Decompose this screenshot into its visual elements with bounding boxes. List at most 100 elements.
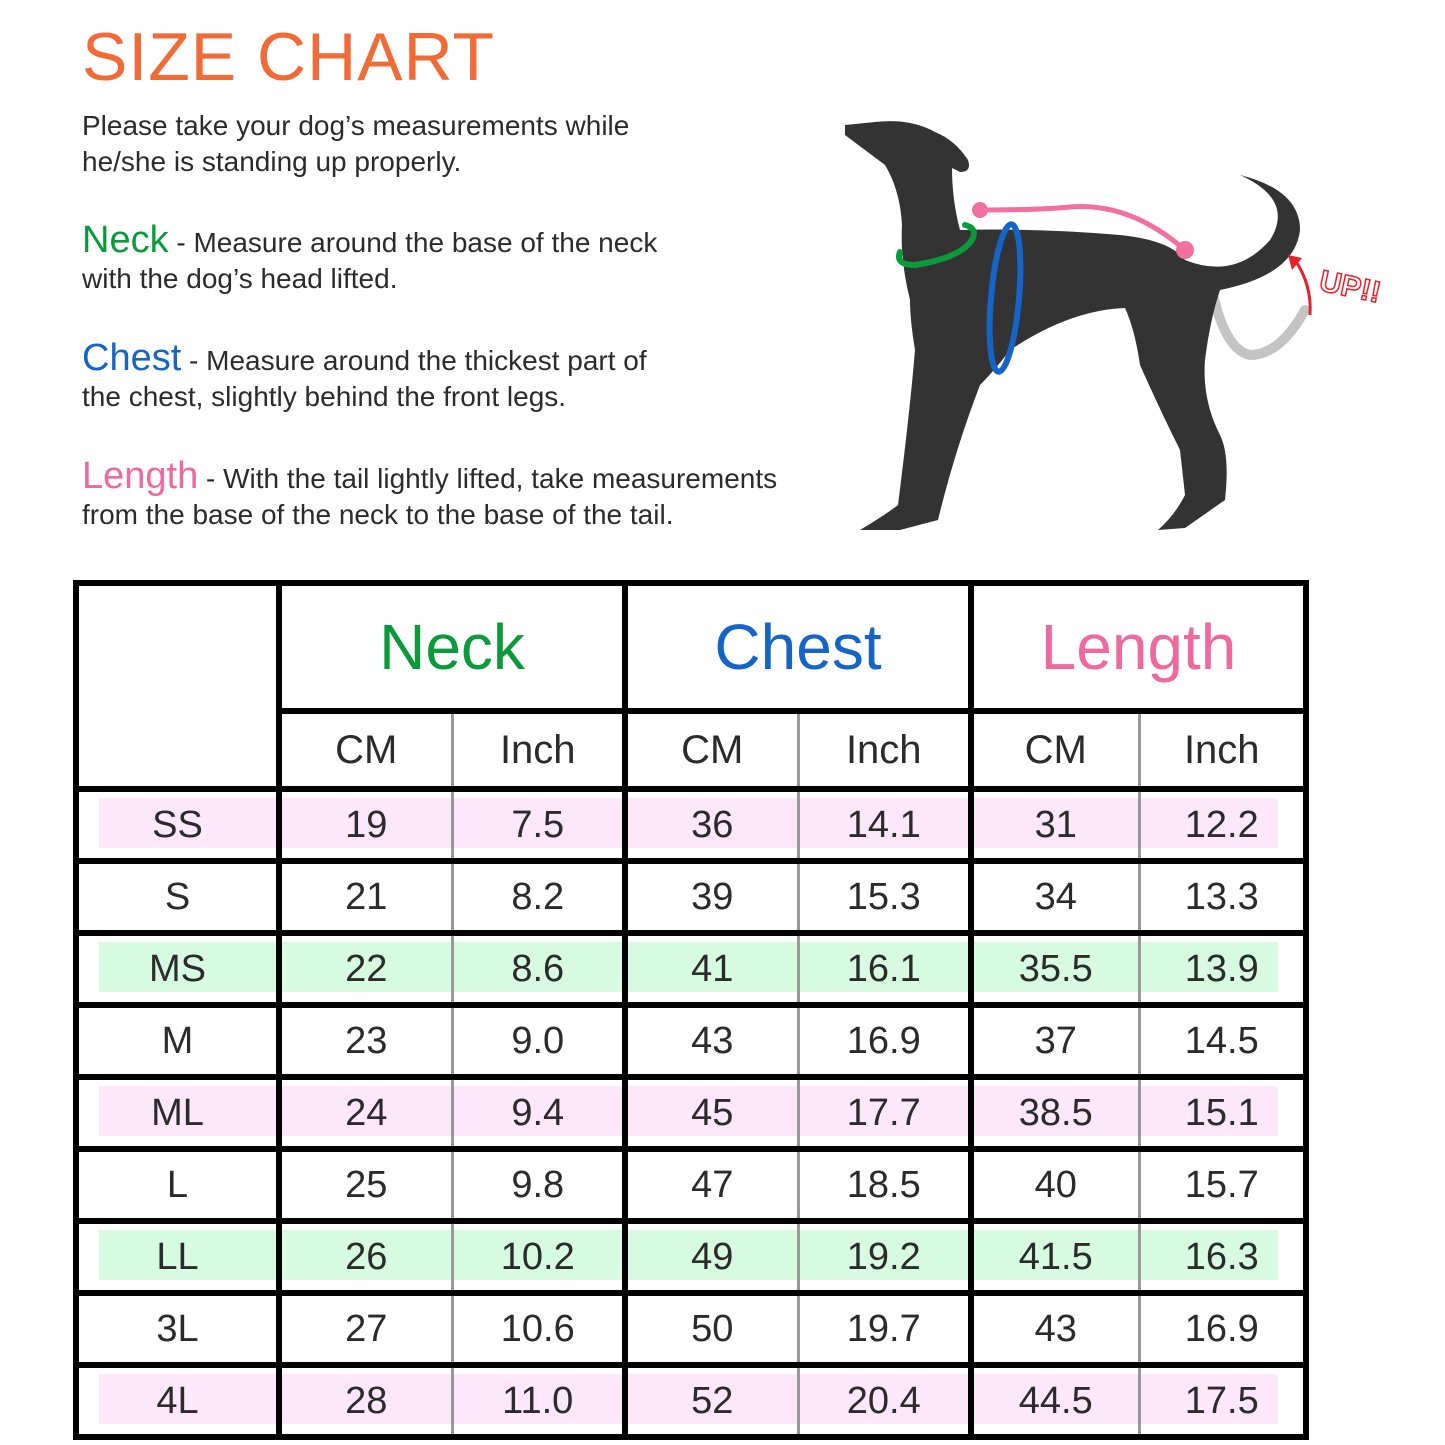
measurement-cell: 37 (968, 1002, 1141, 1080)
chest-header: Chest (622, 580, 974, 714)
measurement-cell: 52 (622, 1362, 800, 1440)
intro-line: Please take your dog’s measurements whil… (82, 110, 630, 141)
arrow-head-icon (1288, 255, 1302, 270)
measurement-cell: 18.5 (796, 1146, 974, 1224)
measurement-cell: 22 (276, 930, 454, 1008)
measurement-cell: 14.5 (1137, 1002, 1309, 1080)
table-row: SS 19 7.5 36 14.1 31 12.2 (73, 786, 1309, 864)
instruction-text: - Measure around the thickest part of (181, 345, 647, 376)
length-header: Length (968, 580, 1309, 714)
measurement-cell: 16.9 (796, 1002, 974, 1080)
measurement-cell: 17.5 (1137, 1362, 1309, 1440)
size-cell: MS (73, 930, 282, 1008)
size-cell: L (73, 1146, 282, 1224)
table-row: S 21 8.2 39 15.3 34 13.3 (73, 858, 1309, 936)
measurement-cell: 31 (968, 786, 1141, 864)
measurement-cell: 9.0 (450, 1002, 628, 1080)
measurement-cell: 15.1 (1137, 1074, 1309, 1152)
measurement-cell: 16.9 (1137, 1290, 1309, 1368)
measurement-cell: 35.5 (968, 930, 1141, 1008)
measurement-cell: 15.3 (796, 858, 974, 936)
unit-header-row: CM Inch CM Inch CM Inch (76, 708, 1309, 792)
measurement-cell: 25 (276, 1146, 454, 1224)
length-keyword: Length (82, 455, 199, 497)
measurement-cell: 16.3 (1137, 1218, 1309, 1296)
up-arrow-icon (1293, 259, 1312, 316)
length-end-icon (1176, 241, 1194, 259)
length-measure-icon (979, 204, 1187, 252)
measurement-cell: 23 (276, 1002, 454, 1080)
measurement-cell: 36 (622, 786, 800, 864)
size-cell: 3L (73, 1290, 282, 1368)
table-row: ML 24 9.4 45 17.7 38.5 15.1 (73, 1074, 1309, 1152)
size-cell: SS (73, 786, 282, 864)
measurement-cell: 41.5 (968, 1218, 1141, 1296)
intro-line: he/she is standing up properly. (82, 146, 462, 177)
table-row: M 23 9.0 43 16.9 37 14.5 (73, 1002, 1309, 1080)
neck-measure-icon (896, 222, 977, 269)
table-row: MS 22 8.6 41 16.1 35.5 13.9 (73, 930, 1309, 1008)
measurement-cell: 8.6 (450, 930, 628, 1008)
size-cell: S (73, 858, 282, 936)
measurement-cell: 10.2 (450, 1218, 628, 1296)
measurement-cell: 11.0 (450, 1362, 628, 1440)
measurement-cell: 20.4 (796, 1362, 974, 1440)
measurement-cell: 27 (276, 1290, 454, 1368)
measurement-cell: 40 (968, 1146, 1141, 1224)
measurement-cell: 7.5 (450, 786, 628, 864)
instruction-text: - With the tail lightly lifted, take mea… (198, 463, 778, 494)
unit-header: Inch (796, 708, 974, 792)
measurement-cell: 13.3 (1137, 858, 1309, 936)
page-title: SIZE CHART (82, 19, 496, 95)
measurement-cell: 16.1 (796, 930, 974, 1008)
measurement-cell: 8.2 (450, 858, 628, 936)
measurement-cell: 49 (622, 1218, 800, 1296)
unit-header: Inch (1137, 708, 1309, 792)
measurement-cell: 44.5 (968, 1362, 1141, 1440)
size-cell: ML (73, 1074, 282, 1152)
measurement-cell: 24 (276, 1074, 454, 1152)
neck-header: Neck (276, 580, 628, 714)
neck-instruction: Neck - Measure around the base of the ne… (82, 219, 658, 297)
dog-measurement-illustration: UP!! (845, 121, 1384, 530)
measurement-cell: 15.7 (1137, 1146, 1309, 1224)
dog-silhouette-icon (845, 121, 1300, 530)
unit-header: Inch (450, 708, 628, 792)
measurement-cell: 10.6 (450, 1290, 628, 1368)
intro-text: Please take your dog’s measurements whil… (82, 108, 629, 180)
measurement-cell: 19.2 (796, 1218, 974, 1296)
measurement-cell: 28 (276, 1362, 454, 1440)
unit-header: CM (622, 708, 800, 792)
measurement-cell: 41 (622, 930, 800, 1008)
measurement-cell: 21 (276, 858, 454, 936)
measurement-cell: 12.2 (1137, 786, 1309, 864)
size-chart-table: Neck Chest Length CM Inch CM Inch CM Inc… (73, 580, 1309, 1440)
measurement-cell: 43 (622, 1002, 800, 1080)
measurement-cell: 9.4 (450, 1074, 628, 1152)
unit-header: CM (276, 708, 454, 792)
neck-keyword: Neck (82, 219, 169, 261)
instruction-text: - Measure around the base of the neck (168, 227, 658, 258)
measurement-cell: 26 (276, 1218, 454, 1296)
instruction-text: the chest, slightly behind the front leg… (82, 381, 567, 412)
instruction-text: with the dog’s head lifted. (82, 263, 398, 294)
length-start-icon (972, 202, 988, 218)
size-cell: 4L (73, 1362, 282, 1440)
empty-corner-cell (73, 580, 282, 792)
lowered-tail-icon (1207, 285, 1310, 361)
instruction-text: from the base of the neck to the base of… (82, 499, 674, 530)
table-row: L 25 9.8 47 18.5 40 15.7 (73, 1146, 1309, 1224)
length-instruction: Length - With the tail lightly lifted, t… (82, 455, 778, 533)
measurement-cell: 9.8 (450, 1146, 628, 1224)
table-row: LL 26 10.2 49 19.2 41.5 16.3 (73, 1218, 1309, 1296)
measurement-cell: 19 (276, 786, 454, 864)
measurement-cell: 39 (622, 858, 800, 936)
table-row: 3L 27 10.6 50 19.7 43 16.9 (73, 1290, 1309, 1368)
unit-header: CM (968, 708, 1141, 792)
up-label: UP!! (1317, 265, 1384, 310)
chest-measure-icon (986, 221, 1024, 375)
group-header-row: Neck Chest Length (73, 580, 1309, 792)
measurement-cell: 38.5 (968, 1074, 1141, 1152)
measurement-cell: 13.9 (1137, 930, 1309, 1008)
table-row: 4L 28 11.0 52 20.4 44.5 17.5 (73, 1362, 1309, 1440)
